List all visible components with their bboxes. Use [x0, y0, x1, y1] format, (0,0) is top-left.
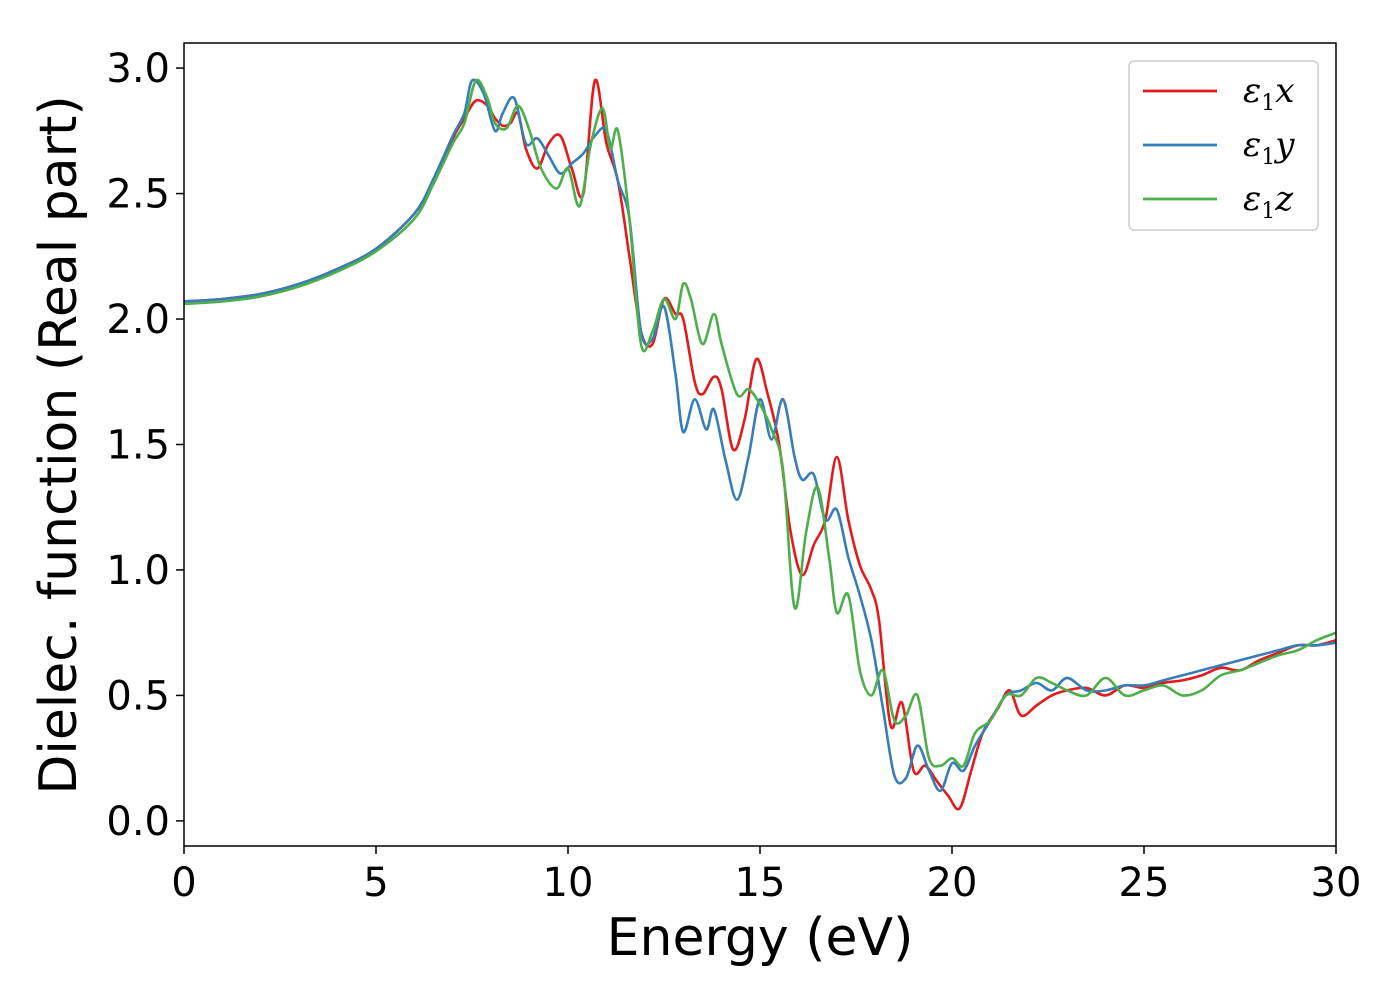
- series-line-y: [183, 78, 1337, 793]
- x-tick-label: 30: [1311, 860, 1362, 906]
- y-tick-label: 0.0: [106, 799, 170, 845]
- x-tick-label: 5: [363, 860, 388, 906]
- series-lines: [183, 78, 1337, 811]
- x-tick-label: 25: [1119, 860, 1170, 906]
- y-axis-label: Dielec. function (Real part): [29, 95, 89, 794]
- legend-label-x: ε1x: [1243, 71, 1294, 116]
- legend-label-z: ε1z: [1243, 179, 1294, 224]
- y-tick-label: 2.0: [106, 297, 170, 343]
- x-tick-label: 0: [171, 860, 196, 906]
- x-axis-label: Energy (eV): [607, 908, 914, 968]
- series-line-z: [183, 78, 1337, 768]
- x-tick-label: 15: [735, 860, 786, 906]
- x-axis: 0 5 10 15 20 25 30: [171, 846, 1361, 906]
- legend-box: [1128, 60, 1319, 231]
- legend: ε1x ε1y ε1z: [1128, 60, 1319, 231]
- y-tick-label: 2.5: [106, 172, 170, 218]
- y-axis: 0.0 0.5 1.0 1.5 2.0 2.5 3.0: [106, 46, 184, 845]
- y-tick-label: 0.5: [106, 673, 170, 719]
- x-tick-label: 20: [927, 860, 978, 906]
- y-tick-label: 1.5: [106, 423, 170, 469]
- y-tick-label: 3.0: [106, 46, 170, 92]
- y-tick-label: 1.0: [106, 548, 170, 594]
- legend-label-y: ε1y: [1243, 125, 1295, 170]
- x-tick-label: 10: [543, 860, 594, 906]
